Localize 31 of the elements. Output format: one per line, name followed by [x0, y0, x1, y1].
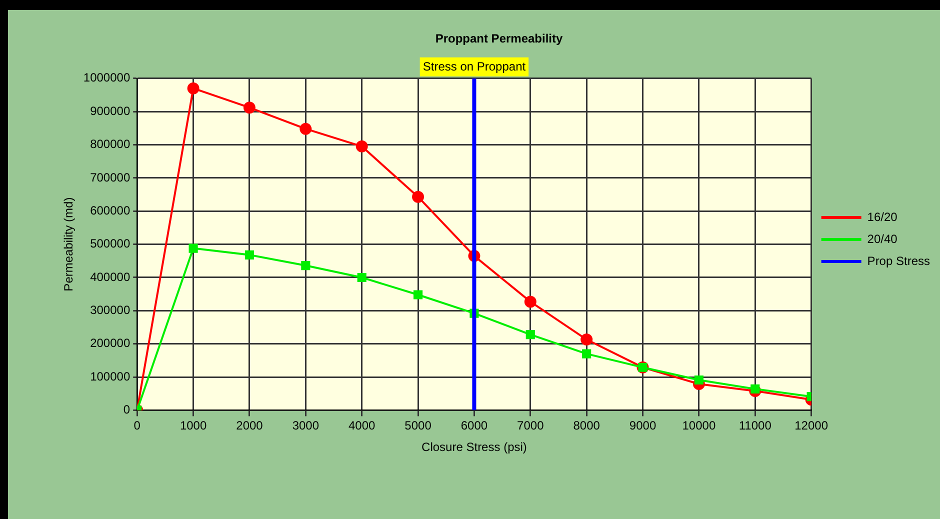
x-tick-label: 6000 — [460, 418, 488, 433]
legend-label: 16/20 — [867, 210, 898, 224]
legend-label: 20/40 — [867, 232, 898, 246]
x-tick-label: 12000 — [794, 418, 828, 433]
annotation: Stress on Proppant — [422, 60, 526, 74]
chart-title: Proppant Permeability — [435, 32, 564, 46]
x-tick-label: 4000 — [348, 418, 376, 433]
x-tick-label: 5000 — [404, 418, 432, 433]
y-tick-label: 100000 — [90, 369, 130, 384]
y-tick-label: 300000 — [90, 302, 130, 317]
x-axis-title: Closure Stress (psi) — [422, 440, 527, 454]
x-tick-label: 8000 — [573, 418, 600, 433]
y-tick-label: 600000 — [90, 203, 130, 218]
y-tick-label: 700000 — [90, 170, 130, 184]
y-tick-label: 1000000 — [83, 70, 130, 85]
x-tick-label: 1000 — [180, 418, 207, 433]
y-tick-label: 0 — [123, 402, 130, 417]
x-tick-label: 0 — [134, 418, 141, 433]
y-axis-title: Permeability (md) — [62, 197, 76, 292]
x-tick-label: 9000 — [629, 418, 656, 433]
x-tick-label: 11000 — [738, 418, 772, 433]
legend-label: Prop Stress — [867, 254, 930, 268]
y-tick-label: 200000 — [90, 336, 130, 350]
y-tick-label: 400000 — [90, 270, 130, 284]
y-tick-label: 500000 — [90, 236, 130, 251]
x-tick-label: 3000 — [292, 418, 320, 433]
x-tick-label: 7000 — [517, 418, 544, 433]
x-tick-label: 10000 — [682, 418, 716, 433]
x-tick-label: 2000 — [236, 418, 264, 433]
y-tick-label: 800000 — [90, 137, 130, 152]
y-tick-label: 900000 — [90, 104, 130, 118]
